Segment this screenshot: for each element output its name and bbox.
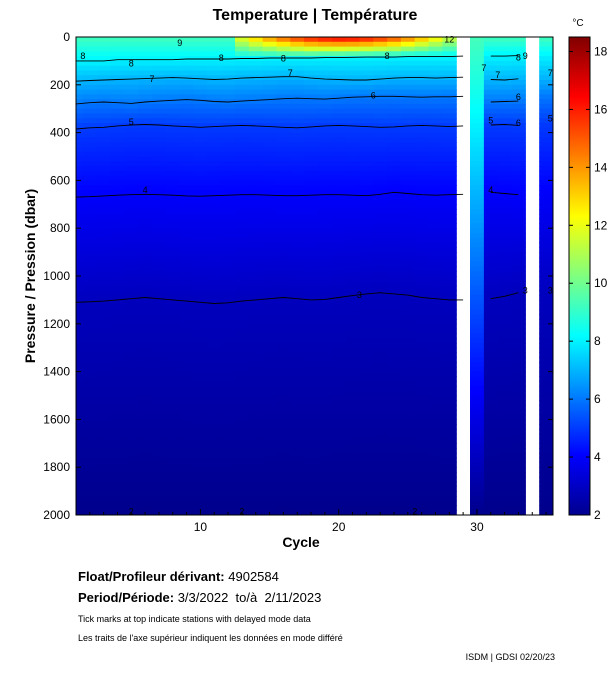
colorbar-tick-label: 18 <box>594 44 608 58</box>
y-tick-label: 1000 <box>43 269 70 283</box>
contour-label: 2 <box>239 506 244 516</box>
heatmap-field <box>76 37 553 515</box>
colorbar-tick-label: 12 <box>594 218 608 232</box>
y-tick-label: 200 <box>50 78 70 92</box>
contour-label: 8 <box>385 51 390 61</box>
contour-label: 7 <box>548 68 553 78</box>
y-tick-label: 1200 <box>43 317 70 331</box>
period-value: 3/3/2022 to/à 2/11/2023 <box>177 590 322 605</box>
colorbar-tick-label: 10 <box>594 276 608 290</box>
contour-label: 9 <box>177 38 182 48</box>
float-value: 4902584 <box>228 569 279 584</box>
contour-label: 2 <box>412 506 417 516</box>
delayed-mode-note-fr: Les traits de l'axe supérieur indiquent … <box>78 633 343 643</box>
contour-label: 6 <box>516 118 521 128</box>
contour-label: 12 <box>444 34 454 44</box>
contour-label: 7 <box>495 70 500 80</box>
y-tick-label: 800 <box>50 221 70 235</box>
colorbar <box>568 36 591 516</box>
x-tick-label: 30 <box>470 520 484 534</box>
delayed-mode-note-en: Tick marks at top indicate stations with… <box>78 614 311 624</box>
y-tick-label: 600 <box>50 173 70 187</box>
contour-label: 4 <box>143 185 148 195</box>
x-axis: 10 20 30 <box>75 509 547 534</box>
y-axis: 0 200 400 600 800 1000 1200 1400 1600 1800 2000 <box>43 30 553 522</box>
x-tick-label: 10 <box>194 520 208 534</box>
contour-label: 8 <box>219 53 224 63</box>
contour-label: 5 <box>488 116 493 126</box>
colorbar-tick-label: 4 <box>594 450 601 464</box>
y-tick-label: 0 <box>63 30 70 44</box>
colorbar-ticks: 2 4 6 8 10 12 14 16 18 <box>569 44 608 522</box>
contour-label: 9 <box>523 51 528 61</box>
contour-label: 3 <box>357 290 362 300</box>
colorbar-tick-label: 16 <box>594 102 608 116</box>
y-tick-label: 1800 <box>43 460 70 474</box>
contour-label: 6 <box>516 92 521 102</box>
contour-label: 3 <box>523 285 528 295</box>
colorbar-tick-label: 2 <box>594 508 601 522</box>
colorbar-unit: °C <box>572 18 583 29</box>
chart-title: Temperature | Température <box>212 7 418 24</box>
contour-label: 8 <box>281 54 286 64</box>
contour-label: 7 <box>481 63 486 73</box>
contour-label: 5 <box>129 117 134 127</box>
period-info: Period/Période: 3/3/2022 to/à 2/11/2023 <box>78 590 321 605</box>
y-tick-label: 1400 <box>43 365 70 379</box>
contour-label: 5 <box>548 113 553 123</box>
contour-label: 8 <box>516 53 521 63</box>
colorbar-tick-label: 14 <box>594 160 608 174</box>
contour-label: 3 <box>548 285 553 295</box>
contour-label: 4 <box>488 185 493 195</box>
contour-label: 6 <box>371 91 376 101</box>
x-tick-label: 20 <box>332 520 346 534</box>
y-tick-label: 400 <box>50 126 70 140</box>
contour-label: 2 <box>129 506 134 516</box>
contour-label: 8 <box>129 58 134 68</box>
colorbar-tick-label: 6 <box>594 392 601 406</box>
y-tick-label: 1600 <box>43 412 70 426</box>
y-tick-label: 2000 <box>43 508 70 522</box>
period-label: Period/Période: <box>78 590 175 605</box>
contour-label: 8 <box>80 51 85 61</box>
float-label: Float/Profileur dérivant: <box>78 569 225 584</box>
credit-line: ISDM | GDSI 02/20/23 <box>465 652 555 662</box>
contour-label: 7 <box>149 74 154 84</box>
y-axis-label: Pressure / Pression (dbar) <box>22 189 38 363</box>
x-axis-label: Cycle <box>282 534 320 550</box>
contour-label: 7 <box>288 68 293 78</box>
float-info: Float/Profileur dérivant: 4902584 <box>78 569 279 584</box>
colorbar-tick-label: 8 <box>594 334 601 348</box>
